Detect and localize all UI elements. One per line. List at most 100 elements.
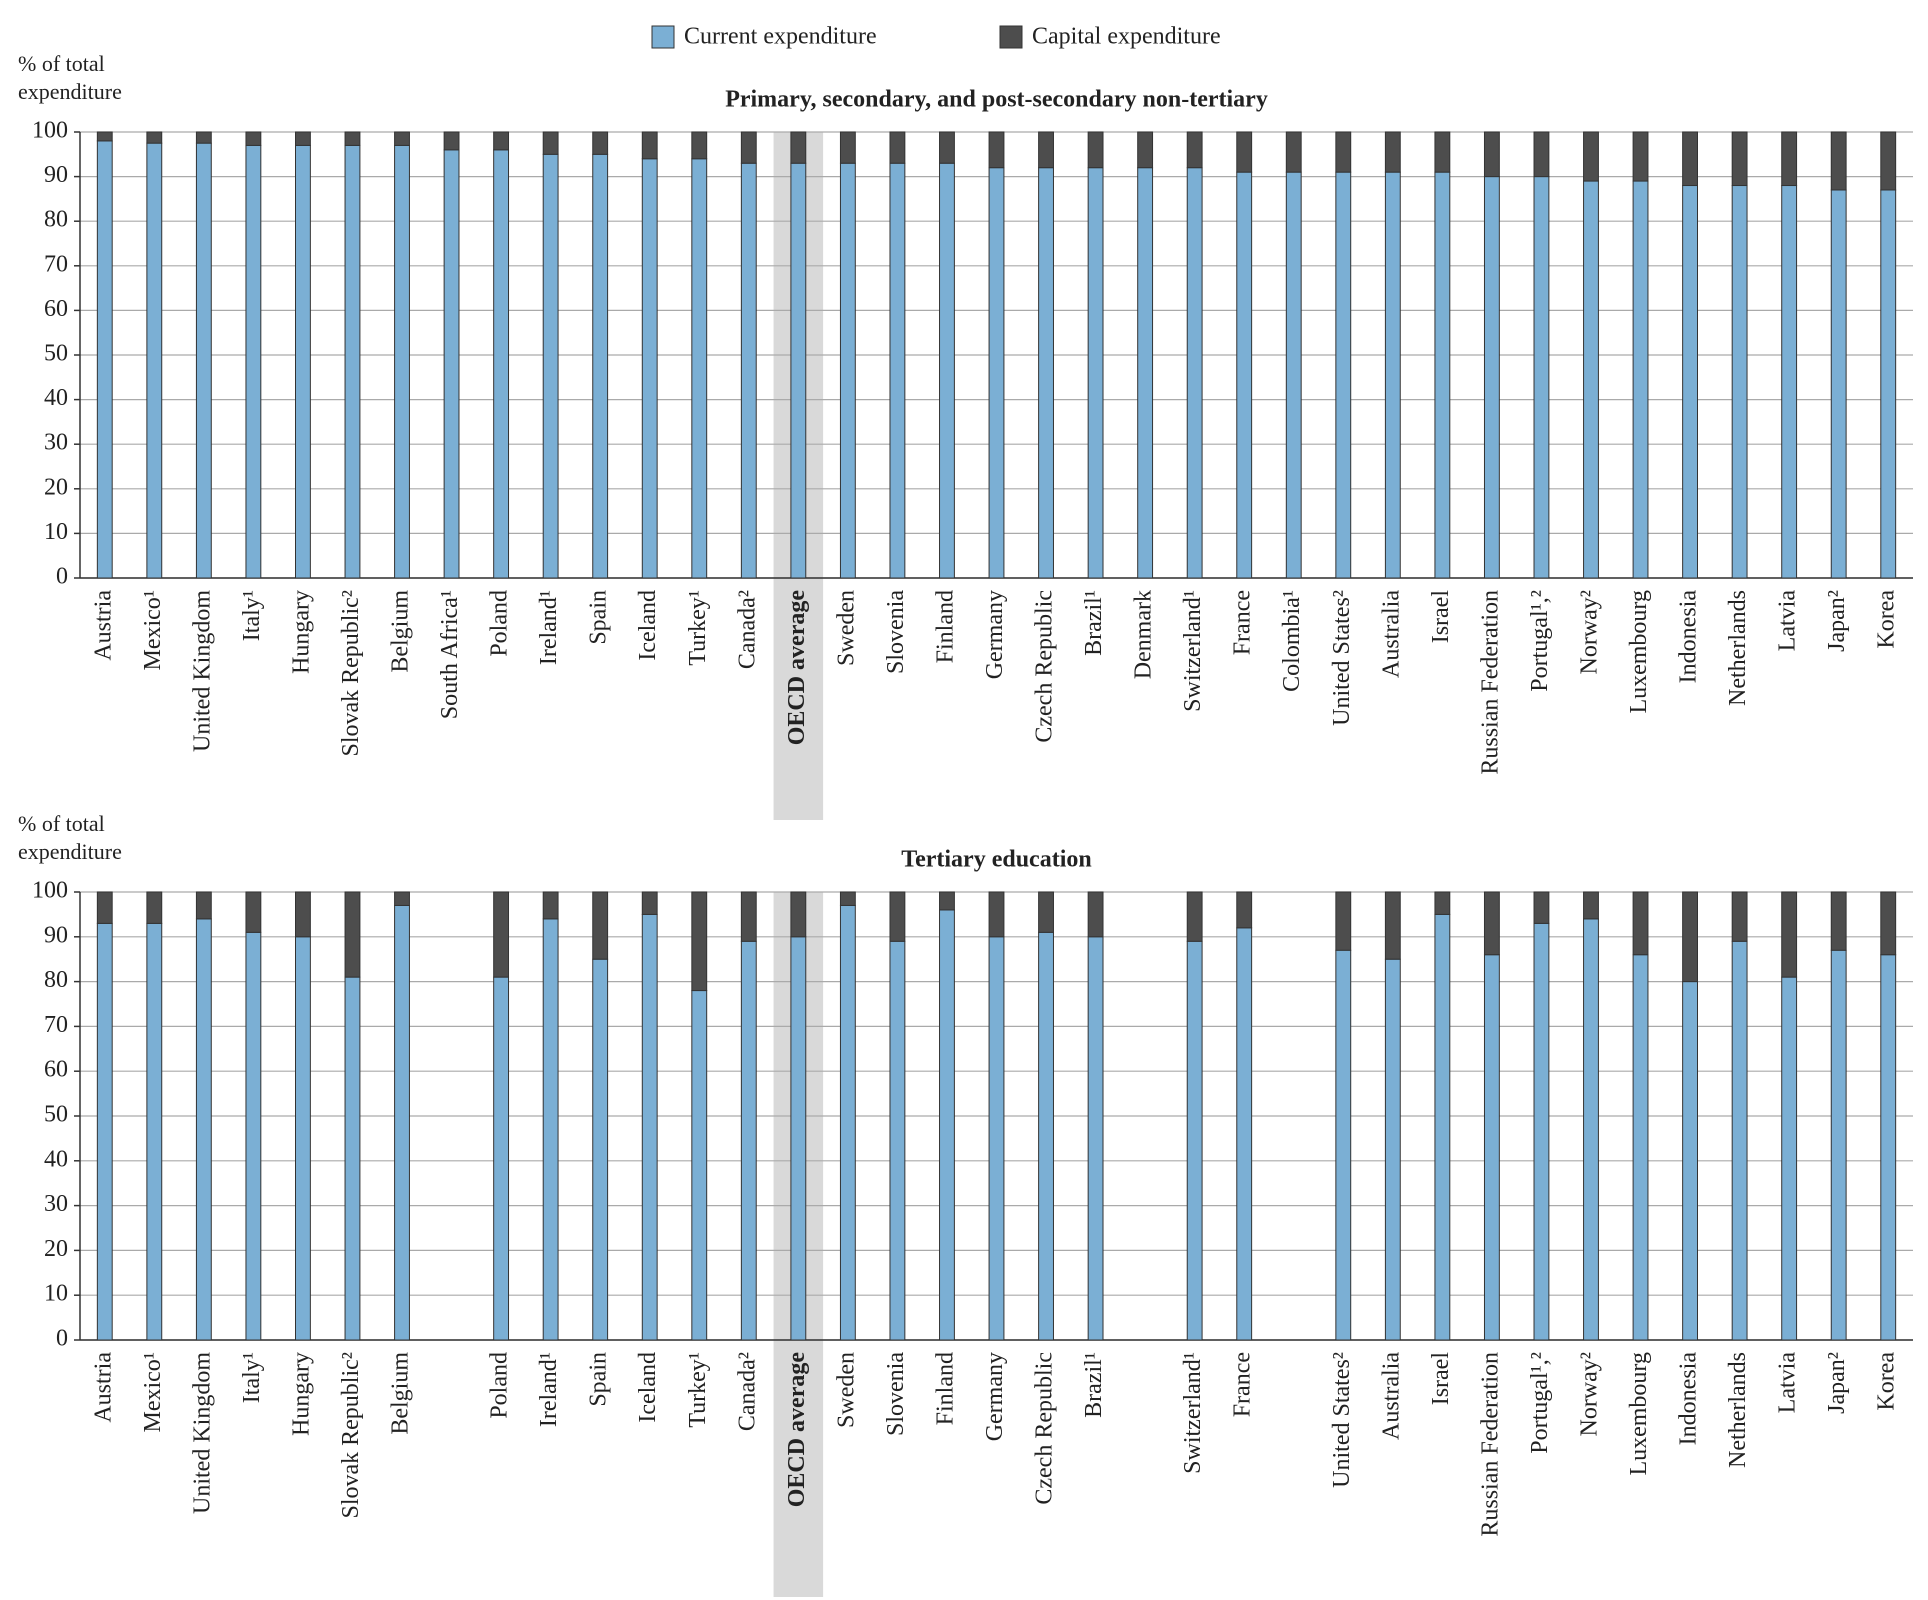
bar-segment xyxy=(592,131,609,155)
bar-segment xyxy=(1186,891,1203,942)
bar-segment xyxy=(839,904,856,1341)
bar-segment xyxy=(1731,185,1748,579)
x-tick-label: Australia xyxy=(1378,1352,1404,1440)
x-tick-label: Latvia xyxy=(1775,1352,1801,1414)
x-tick-label: Mexico¹ xyxy=(140,1352,166,1433)
bar-segment xyxy=(1038,167,1054,579)
x-tick-label: Canada² xyxy=(734,1352,760,1431)
bar-segment xyxy=(146,922,163,1341)
x-tick-label: Switzerland¹ xyxy=(1180,1352,1206,1474)
y-tick-label: 100 xyxy=(32,878,68,904)
y-tick-label: 60 xyxy=(44,1057,68,1083)
bar-segment xyxy=(939,131,955,164)
x-tick-label: Finland xyxy=(932,590,958,663)
bar-segment xyxy=(939,891,955,911)
bar-segment xyxy=(1236,131,1253,173)
x-tick-label: Finland xyxy=(932,1352,958,1425)
x-tick-label: Denmark xyxy=(1131,590,1157,679)
x-tick-label: Czech Republic xyxy=(1032,590,1058,743)
bar-segment xyxy=(542,153,559,579)
x-tick-label: Spain xyxy=(586,1352,612,1407)
bar-segment xyxy=(1583,131,1599,182)
bar-segment xyxy=(1186,131,1203,169)
bar-segment xyxy=(988,131,1005,169)
x-tick-label: United Kingdom xyxy=(189,590,215,752)
bar-segment xyxy=(839,891,856,906)
y-tick-label: 90 xyxy=(44,922,68,948)
bar-segment xyxy=(1384,131,1401,173)
x-tick-label: Israel xyxy=(1428,590,1454,644)
bar-segment xyxy=(394,891,410,906)
x-tick-label: Iceland xyxy=(635,1352,661,1423)
bar-segment xyxy=(1335,171,1352,579)
bar-segment xyxy=(443,149,460,579)
bar-segment xyxy=(1186,167,1203,579)
legend-label: Capital expenditure xyxy=(1032,24,1221,50)
bar-segment xyxy=(245,891,262,933)
bar-segment xyxy=(493,976,510,1341)
bar-segment xyxy=(1038,931,1054,1341)
bar-segment xyxy=(295,144,311,579)
x-tick-label: Ireland¹ xyxy=(536,1352,562,1427)
bar-segment xyxy=(146,142,163,579)
bar-segment xyxy=(988,167,1005,579)
x-tick-label: Slovenia xyxy=(883,1352,909,1436)
x-tick-label: Czech Republic xyxy=(1032,1352,1058,1505)
bar-segment xyxy=(1335,131,1352,173)
legend-swatch xyxy=(651,25,675,49)
bar-segment xyxy=(592,958,609,1341)
bar-segment xyxy=(740,162,757,579)
bar-segment xyxy=(1880,131,1897,191)
x-tick-label: Australia xyxy=(1378,590,1404,678)
x-tick-label: Italy¹ xyxy=(239,590,265,641)
y-tick-label: 20 xyxy=(44,474,68,500)
y-tick-label: 10 xyxy=(44,519,68,545)
x-tick-label: Colombia¹ xyxy=(1279,590,1305,692)
x-tick-label: Indonesia xyxy=(1676,590,1702,684)
x-tick-label: Sweden xyxy=(833,1352,859,1428)
legend-label: Current expenditure xyxy=(684,24,877,50)
bar-segment xyxy=(1434,891,1451,915)
x-tick-label: Luxembourg xyxy=(1626,1352,1652,1476)
x-tick-label: Germany xyxy=(982,590,1008,679)
bar-segment xyxy=(195,891,212,920)
x-tick-label: Russian Federation xyxy=(1477,1352,1503,1537)
x-tick-label: Turkey¹ xyxy=(685,590,711,666)
bar-segment xyxy=(740,940,757,1341)
bar-segment xyxy=(146,131,163,144)
bar-segment xyxy=(1583,891,1599,920)
bar-segment xyxy=(394,144,410,579)
y-tick-label: 90 xyxy=(44,162,68,188)
x-tick-label: Iceland xyxy=(635,590,661,661)
y-tick-label: 100 xyxy=(32,118,68,144)
bar-segment xyxy=(1186,940,1203,1341)
bar-segment xyxy=(641,131,658,160)
y-tick-label: 0 xyxy=(56,1326,68,1352)
x-tick-label: Netherlands xyxy=(1725,590,1751,706)
bar-segment xyxy=(1781,131,1798,187)
bar-segment xyxy=(344,131,361,146)
x-tick-label: Spain xyxy=(586,590,612,645)
bar-segment xyxy=(1682,981,1698,1341)
x-tick-label: Brazil¹ xyxy=(1081,590,1107,656)
bar-segment xyxy=(1830,131,1847,191)
bar-segment xyxy=(691,131,708,160)
bar-segment xyxy=(790,936,807,1341)
bar-segment xyxy=(1533,176,1550,579)
bar-segment xyxy=(1731,131,1748,187)
bar-segment xyxy=(195,131,212,144)
y-tick-label: 70 xyxy=(44,251,68,277)
x-tick-label: Korea xyxy=(1874,590,1900,649)
x-tick-label: Canada² xyxy=(734,590,760,669)
bar-segment xyxy=(988,891,1005,938)
bar-segment xyxy=(195,142,212,579)
x-tick-label: OECD average xyxy=(784,590,810,746)
bar-segment xyxy=(1731,940,1748,1341)
bar-segment xyxy=(1087,167,1104,579)
x-tick-label: Norway² xyxy=(1576,1352,1602,1437)
x-tick-label: Poland xyxy=(487,590,513,657)
x-tick-label: Slovak Republic² xyxy=(338,590,364,757)
bar-segment xyxy=(1384,958,1401,1341)
